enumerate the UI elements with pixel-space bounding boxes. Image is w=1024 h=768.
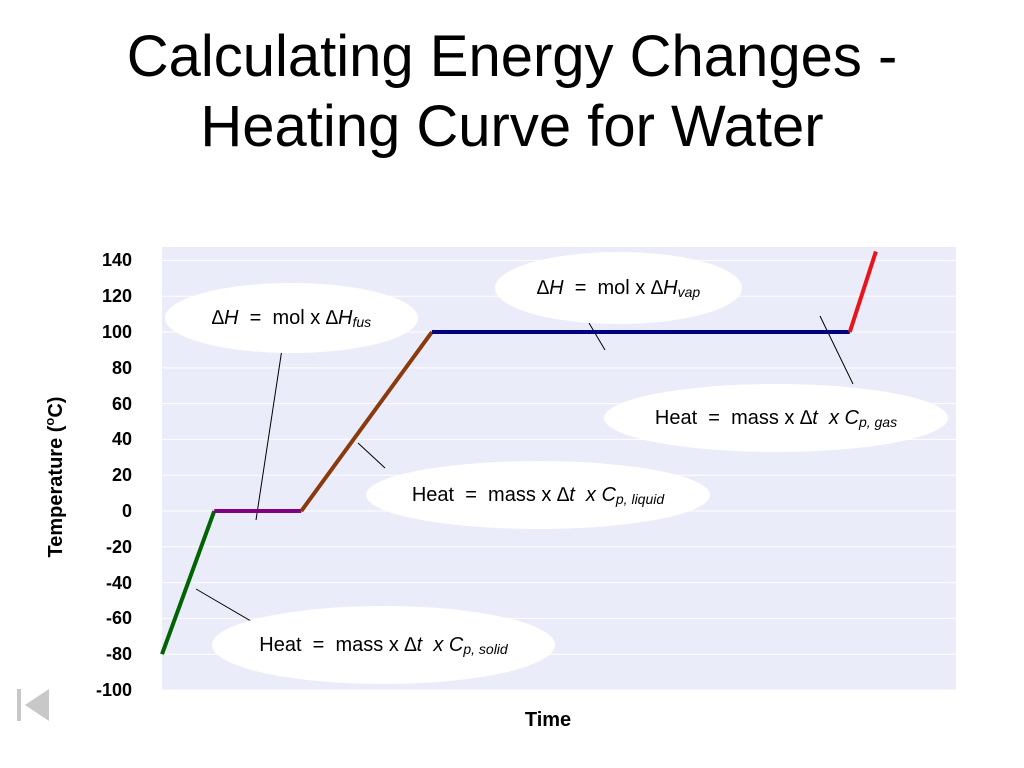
- title-line-2: Heating Curve for Water: [200, 94, 824, 159]
- y-tick-label: 140: [101, 250, 132, 271]
- leader-solid: [195, 588, 257, 625]
- callout-heat-solid: Heat = mass x ∆t x Cp, solid: [212, 606, 555, 684]
- callout-delta-h-fus: ∆H = mol x ∆Hfus: [165, 283, 418, 353]
- leader-liquid: [357, 442, 386, 469]
- callout-heat-liquid: Heat = mass x ∆t x Cp, liquid: [366, 461, 710, 529]
- y-tick-label: 100: [101, 322, 132, 343]
- y-tick-label: -20: [105, 536, 132, 557]
- leader-fus: [255, 348, 283, 521]
- y-tick-label: -40: [105, 572, 132, 593]
- leader-vap: [588, 322, 606, 351]
- y-tick-label: -60: [105, 608, 132, 629]
- y-tick-label: 40: [111, 429, 132, 450]
- callout-leader-lines: [195, 315, 854, 625]
- segment-liquid: [299, 330, 434, 513]
- first-slide-icon: [17, 689, 21, 721]
- callout-delta-h-vap: ∆H = mol x ∆Hvap: [495, 252, 742, 324]
- slide-title: Calculating Energy Changes - Heating Cur…: [0, 22, 1024, 162]
- y-tick-label: -80: [105, 644, 132, 665]
- curve-segments: [160, 250, 878, 655]
- y-tick-label: -100: [95, 680, 132, 700]
- title-line-1: Calculating Energy Changes -: [126, 24, 898, 89]
- y-tick-label: 80: [111, 357, 132, 378]
- y-tick-label: 120: [101, 286, 132, 307]
- segment-gas: [847, 250, 878, 333]
- y-tick-label: 0: [121, 501, 132, 521]
- segment-solid: [160, 510, 217, 655]
- first-slide-button[interactable]: [17, 688, 51, 722]
- y-tick-label: 60: [111, 393, 132, 414]
- leader-gas: [819, 315, 854, 385]
- x-axis-label: Time: [524, 709, 572, 731]
- callout-heat-gas: Heat = mass x ∆t x Cp, gas: [604, 384, 948, 452]
- y-tick-label: 20: [111, 465, 132, 486]
